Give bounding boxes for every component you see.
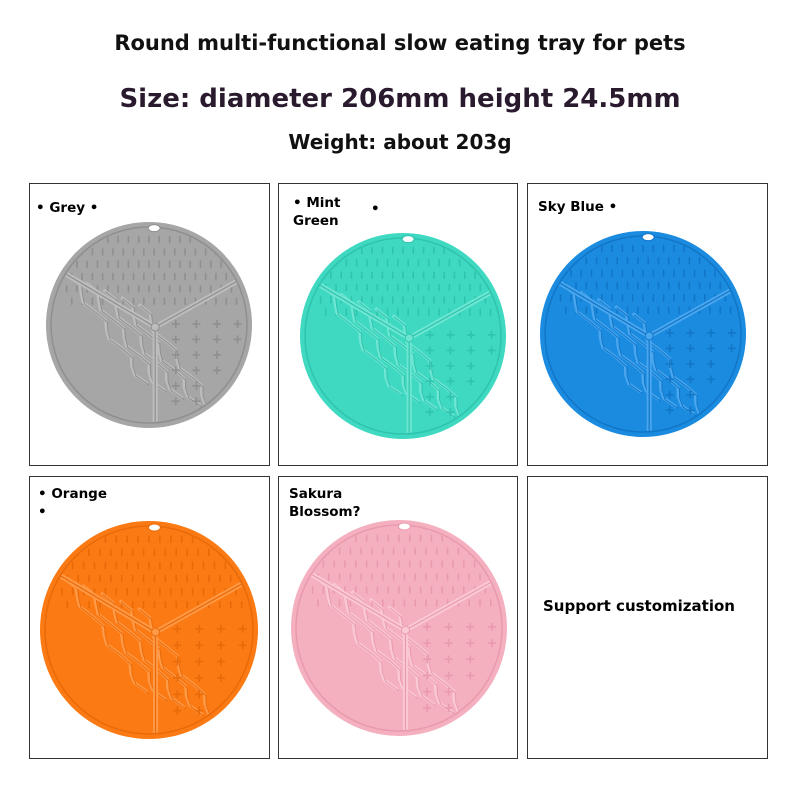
variant-label: • Orange • [38, 486, 108, 520]
variant-label: Sakura Blossom? [289, 486, 361, 520]
product-title: Round multi-functional slow eating tray … [114, 31, 686, 55]
slow-feeder-mat-mint-green [300, 233, 506, 439]
weight-spec: Weight: about 203g [288, 130, 512, 154]
bullet-dot: • [371, 201, 380, 217]
custom-label: Support customization [543, 597, 735, 615]
variant-card-sakura-blossom[interactable]: Sakura Blossom? [278, 476, 518, 759]
custom-card[interactable]: Support customization [527, 476, 768, 759]
variant-label: • Mint Green [293, 195, 341, 229]
slow-feeder-mat-sakura-blossom [291, 520, 507, 736]
slow-feeder-mat-grey [46, 222, 252, 428]
slow-feeder-mat-sky-blue [540, 231, 746, 437]
variant-card-orange[interactable]: • Orange • [29, 476, 270, 759]
variant-label: • Grey • [36, 200, 99, 216]
variant-card-grey[interactable]: • Grey • [29, 183, 270, 466]
variant-card-mint-green[interactable]: • Mint Green • [278, 183, 518, 466]
variant-card-sky-blue[interactable]: Sky Blue • [527, 183, 768, 466]
slow-feeder-mat-orange [40, 521, 258, 739]
size-spec: Size: diameter 206mm height 24.5mm [119, 84, 681, 114]
variant-label: Sky Blue • [538, 199, 618, 215]
